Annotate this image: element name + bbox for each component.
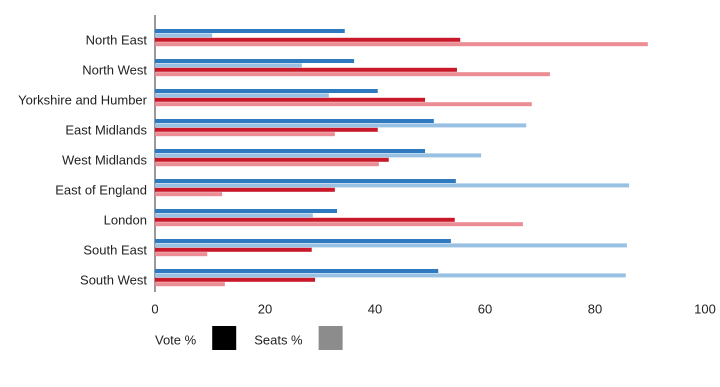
bar: [155, 239, 451, 243]
x-tick-label: 60: [478, 301, 492, 316]
x-tick-label: 20: [258, 301, 272, 316]
bar: [155, 59, 355, 63]
bar: [155, 123, 527, 128]
bar: [155, 179, 456, 183]
bar: [155, 269, 439, 273]
bar: [155, 29, 345, 33]
bar: [155, 209, 338, 213]
bar: [155, 247, 312, 252]
y-tick-label: South East: [83, 242, 147, 257]
bar: [155, 42, 648, 47]
y-tick-label: East Midlands: [65, 122, 147, 137]
y-tick-label: Yorkshire and Humber: [18, 92, 148, 107]
x-tick-label: 40: [368, 301, 382, 316]
legend-swatch: [212, 326, 237, 350]
bar: [155, 63, 302, 68]
bar: [155, 222, 523, 227]
legend-label: Seats %: [254, 332, 303, 347]
bar: [155, 33, 213, 38]
bar: [155, 183, 630, 188]
bar: [155, 157, 389, 162]
x-tick-label: 80: [588, 301, 602, 316]
bar: [155, 282, 225, 287]
bar: [155, 119, 434, 123]
bar: [155, 37, 461, 42]
bar: [155, 102, 532, 107]
x-tick-label: 0: [151, 301, 158, 316]
bar: [155, 89, 378, 93]
x-tick-label: 100: [694, 301, 716, 316]
bar: [155, 243, 627, 248]
y-tick-label: North West: [82, 62, 147, 77]
bar: [155, 67, 457, 72]
bar: [155, 277, 316, 282]
bar: [155, 97, 426, 102]
bar: [155, 192, 223, 197]
bar: [155, 72, 550, 77]
y-tick-label: East of England: [55, 182, 147, 197]
bar: [155, 187, 335, 192]
y-tick-label: North East: [86, 32, 148, 47]
bar: [155, 153, 482, 158]
y-tick-label: London: [104, 212, 147, 227]
bar: [155, 217, 455, 222]
y-tick-label: South West: [80, 272, 147, 287]
bar: [155, 132, 335, 137]
bar: [155, 149, 426, 153]
bar: [155, 252, 208, 257]
legend-label: Vote %: [155, 332, 197, 347]
bar: [155, 213, 313, 218]
y-tick-label: West Midlands: [62, 152, 148, 167]
legend-swatch: [318, 326, 343, 350]
bar: [155, 273, 626, 278]
bar: [155, 127, 378, 132]
bar: [155, 93, 329, 98]
bar: [155, 162, 379, 167]
